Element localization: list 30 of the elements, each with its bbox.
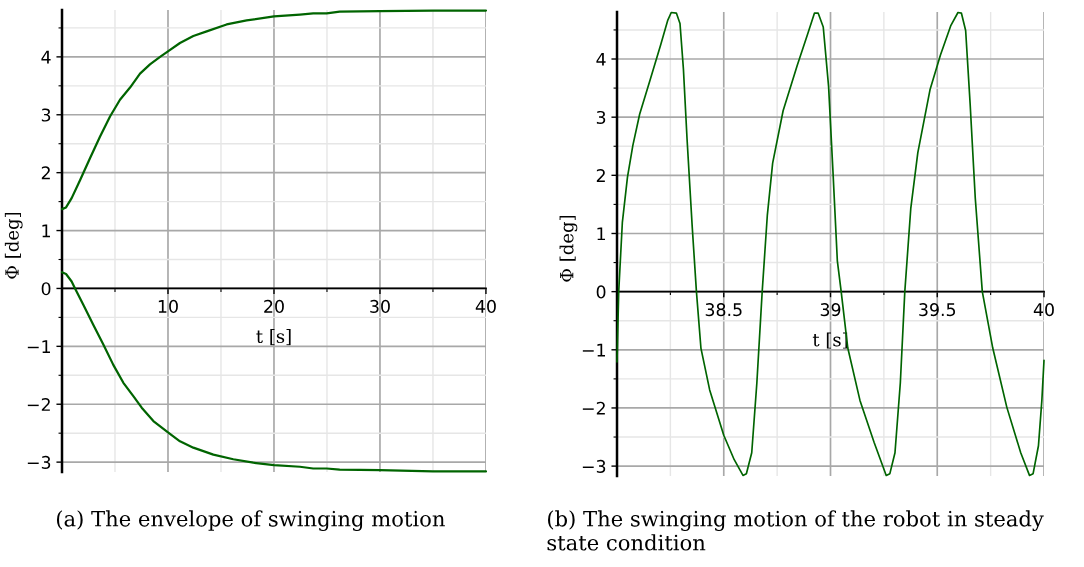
text: (a) The envelope of swinging motion (56, 510, 445, 532)
y-tick-label: 0 (41, 282, 51, 296)
x-tick-label: 30 (370, 299, 390, 313)
y-tick-label: −1 (582, 343, 605, 357)
y-tick-label: −3 (582, 459, 606, 473)
y-tick-label: 4 (596, 52, 606, 66)
y-tick-label: −2 (582, 401, 605, 415)
x-tick-label: 40 (1033, 303, 1054, 317)
y-tick-label: 0 (596, 285, 606, 299)
x-tick-label: 39 (820, 303, 841, 317)
y-tick-label: 2 (596, 169, 605, 182)
x-tick-label: 39.5 (919, 303, 956, 317)
y-tick-label: −1 (27, 340, 50, 353)
line-series (60, 9, 488, 211)
y-axis-title: Φ [deg] (4, 212, 23, 279)
y-tick-label: 3 (41, 108, 51, 122)
x-tick-label: 10 (158, 299, 178, 313)
y-tick-label: 1 (42, 224, 50, 238)
y-tick-label: 1 (597, 227, 605, 241)
x-tick-label: 38.5 (705, 303, 742, 317)
x-tick-label: 20 (264, 299, 284, 313)
y-tick-label: −2 (27, 397, 50, 411)
x-tick-label: 40 (475, 299, 496, 313)
y-tick-label: 4 (41, 50, 51, 64)
y-tick-label: 2 (41, 166, 50, 180)
x-axis-title: t [s] (256, 329, 291, 346)
y-axis-title: Φ [deg] (559, 215, 578, 282)
y-tick-label: 3 (596, 110, 606, 125)
text: (b) The swinging motion of the robot in steady state condition (547, 510, 1044, 551)
y-tick-label: −3 (27, 455, 51, 469)
